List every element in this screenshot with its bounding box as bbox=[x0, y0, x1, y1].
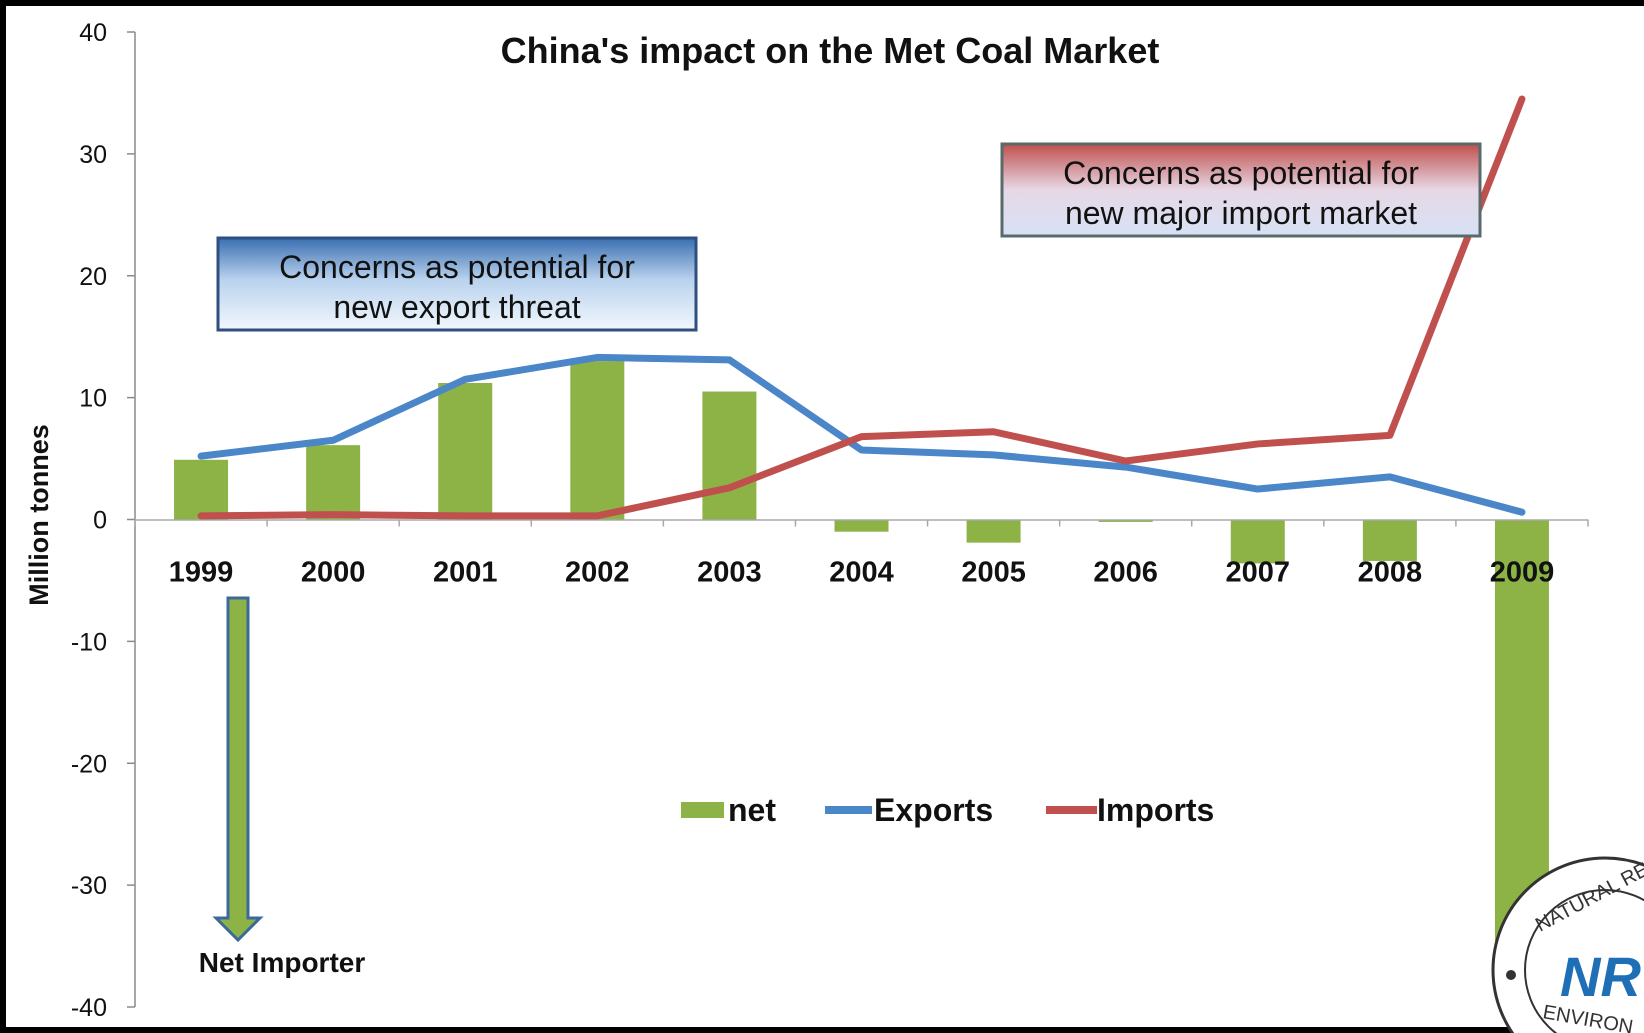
net-bar-2000 bbox=[306, 445, 361, 520]
x-tick-label: 2002 bbox=[565, 557, 630, 589]
y-tick-label: 40 bbox=[79, 19, 107, 47]
net-importer-arrow: Net Importer bbox=[199, 596, 366, 978]
x-tick-label: 2001 bbox=[433, 557, 498, 589]
net-bars bbox=[174, 361, 1549, 947]
logo-mark: NR bbox=[1560, 945, 1641, 1008]
x-tick-label: 2007 bbox=[1226, 557, 1291, 589]
category-labels: 1999 2000 2001 2002 2003 2004 2005 2006 2007 2008… bbox=[169, 557, 1554, 589]
x-tick-marks bbox=[134, 519, 1589, 527]
x-tick-label: 2003 bbox=[697, 557, 762, 589]
x-tick-label: 2000 bbox=[301, 557, 366, 589]
net-bar-1999 bbox=[174, 459, 229, 520]
x-tick-label: 1999 bbox=[169, 557, 234, 589]
y-tick-label: -30 bbox=[71, 872, 107, 900]
y-tick-label: -20 bbox=[71, 750, 107, 778]
import-callout-line-1: Concerns as potential for bbox=[1063, 155, 1419, 191]
legend-label-exports: Exports bbox=[874, 792, 993, 828]
x-tick-label: 2006 bbox=[1093, 557, 1158, 589]
export-threat-callout: Concerns as potential for new export thr… bbox=[216, 236, 698, 332]
net-bar-2002 bbox=[570, 361, 625, 520]
y-tick-label: 20 bbox=[79, 263, 107, 291]
import-callout-box bbox=[1000, 142, 1482, 238]
net-bar-2008 bbox=[1362, 519, 1417, 561]
net-bar-2004 bbox=[834, 519, 889, 532]
logo-dot-icon bbox=[1506, 970, 1516, 980]
y-tick-label: 30 bbox=[79, 141, 107, 169]
x-tick-label: 2009 bbox=[1490, 557, 1555, 589]
net-bar-2001 bbox=[438, 383, 493, 520]
export-callout-line-2: new export threat bbox=[333, 289, 580, 325]
nre-logo: NR NATURAL RES ENVIRON bbox=[1491, 852, 1644, 1033]
export-callout-line-1: Concerns as potential for bbox=[279, 249, 635, 285]
y-tick-label: -40 bbox=[71, 994, 107, 1022]
exports-line bbox=[197, 353, 1526, 516]
net-importer-label: Net Importer bbox=[199, 947, 366, 978]
y-tick-label: 0 bbox=[93, 507, 107, 535]
import-callout-line-2: new major import market bbox=[1065, 195, 1417, 231]
imports-line bbox=[197, 95, 1526, 520]
chart-title: China's impact on the Met Coal Market bbox=[501, 30, 1160, 71]
x-tick-label: 2004 bbox=[829, 557, 894, 589]
logo-inner-ring bbox=[1524, 889, 1644, 1033]
net-bar-2003 bbox=[702, 391, 757, 520]
x-tick-label: 2005 bbox=[961, 557, 1026, 589]
legend-label-net: net bbox=[728, 792, 776, 828]
legend-swatch-net bbox=[681, 802, 724, 818]
y-ticks: 40 30 20 10 0 -10 -20 -30 -40 bbox=[71, 19, 135, 1022]
series-lines bbox=[197, 95, 1526, 520]
y-axis-label: Million tonnes bbox=[24, 424, 54, 606]
export-callout-box bbox=[216, 236, 698, 332]
x-tick-label: 2008 bbox=[1358, 557, 1423, 589]
import-market-callout: Concerns as potential for new major impo… bbox=[1000, 142, 1482, 238]
down-arrow-icon bbox=[212, 596, 264, 943]
net-bar-2005 bbox=[966, 519, 1021, 543]
legend: net Exports Imports bbox=[681, 792, 1214, 828]
net-bar-2009 bbox=[1494, 519, 1549, 947]
y-tick-label: -10 bbox=[71, 628, 107, 656]
net-bar-2007 bbox=[1230, 519, 1285, 564]
legend-label-imports: Imports bbox=[1097, 792, 1214, 828]
y-tick-label: 10 bbox=[79, 385, 107, 413]
